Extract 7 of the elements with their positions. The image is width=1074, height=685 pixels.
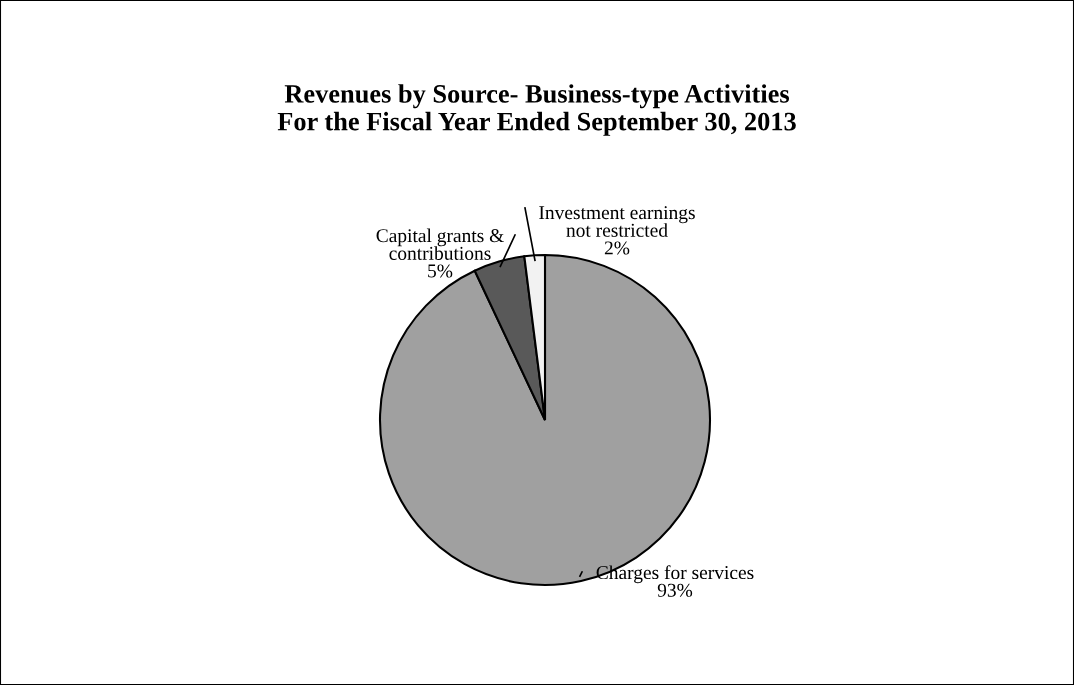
data-label: 2% [604,241,630,255]
data-label: 5% [428,264,453,278]
slice-label: Investment earnings not restricted [539,206,695,237]
slice-label: Capital grants & contributions [376,228,504,260]
slice-label: Charges for services [596,565,754,584]
chart-title: Revenues by Source- Business-type Activities For the Fiscal Year Ended September 30, 2013 [277,84,796,136]
data-label: 93% [657,583,693,597]
